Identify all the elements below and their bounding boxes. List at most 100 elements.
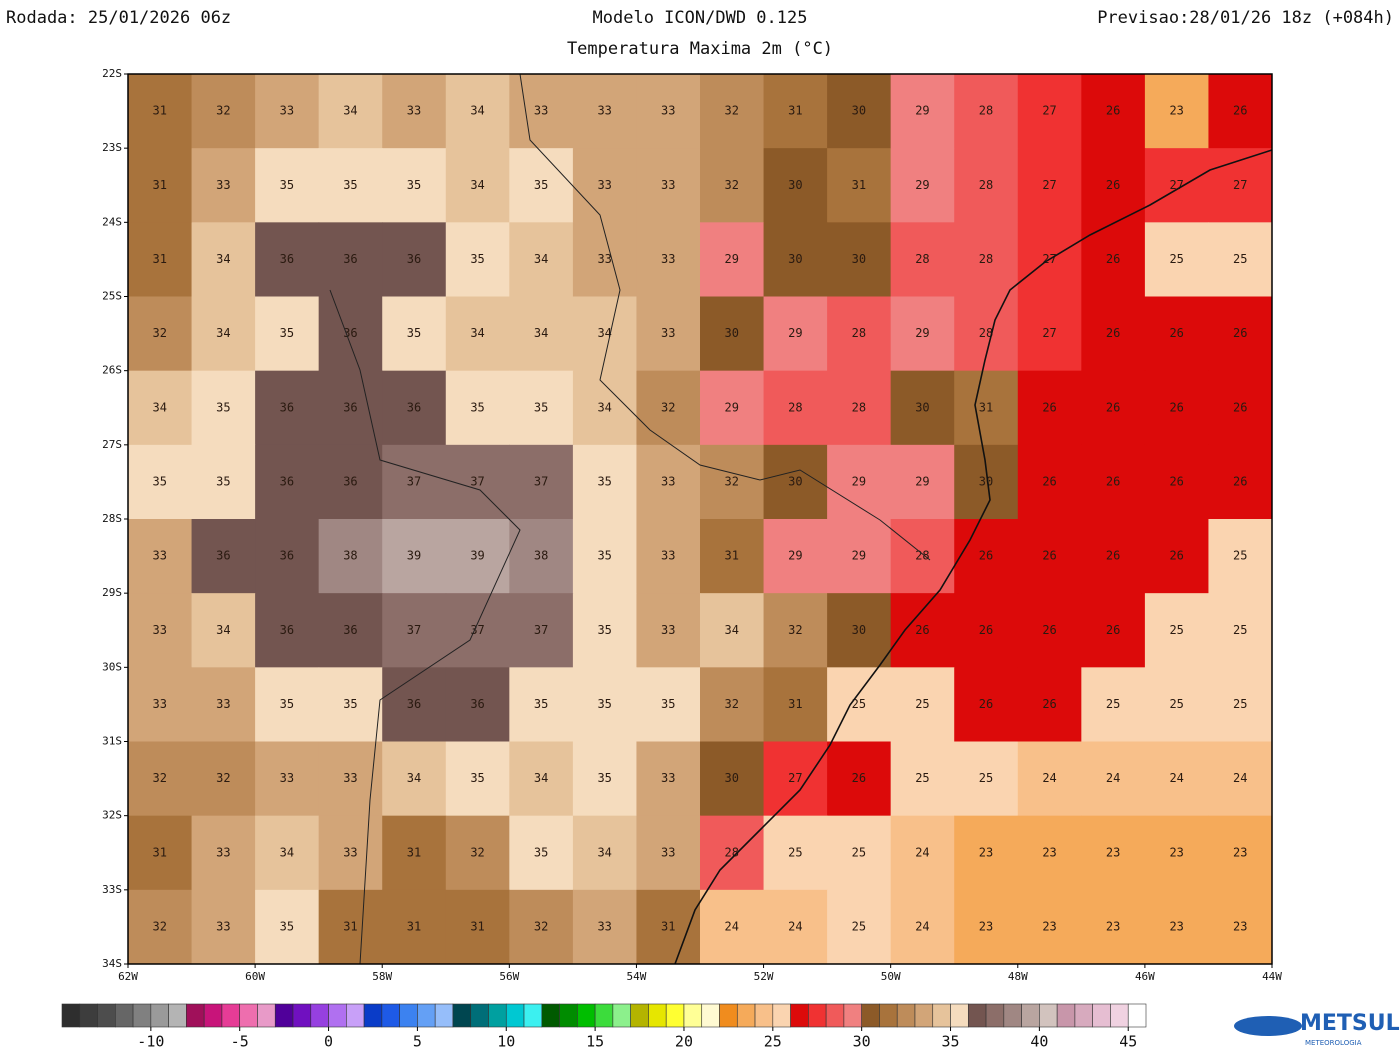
temperature-value: 33	[597, 919, 611, 933]
temperature-cell	[1081, 667, 1146, 742]
temperature-cell	[1017, 815, 1082, 891]
lon-tick-label: 56W	[499, 970, 519, 983]
temperature-value: 33	[280, 104, 294, 118]
temperature-value: 33	[597, 178, 611, 192]
temperature-value: 35	[280, 697, 294, 711]
colorbar-box	[1003, 1003, 1022, 1028]
colorbar-box	[97, 1003, 116, 1028]
temperature-value: 28	[979, 326, 993, 340]
colorbar: -10 -5 0 5 10 15 20 25 30 35 40 45	[61, 1003, 1147, 1051]
temperature-value: 26	[1106, 252, 1120, 266]
temperature-value: 23	[1169, 919, 1183, 933]
temperature-value: 31	[153, 252, 167, 266]
logo-name: METSUL	[1300, 1011, 1400, 1036]
colorbar-tick-label: 20	[675, 1033, 693, 1051]
temperature-cell	[827, 815, 892, 891]
temperature-value: 36	[407, 697, 421, 711]
temperature-value: 34	[725, 623, 739, 637]
temperature-cell	[128, 222, 193, 297]
temperature-value: 32	[470, 845, 484, 859]
temperature-cell	[1144, 222, 1209, 297]
temperature-cell	[827, 519, 892, 594]
temperature-value: 36	[216, 549, 230, 563]
temperature-value: 32	[153, 919, 167, 933]
temperature-value: 35	[534, 845, 548, 859]
temperature-cell	[700, 296, 765, 372]
temperature-value: 23	[1106, 919, 1120, 933]
colorbar-box	[967, 1003, 987, 1028]
temperature-value: 30	[788, 178, 802, 192]
temperature-cell	[382, 444, 447, 520]
temperature-value: 33	[280, 771, 294, 785]
temperature-value: 34	[470, 326, 484, 340]
temperature-cell	[827, 148, 892, 223]
temperature-value: 31	[153, 104, 167, 118]
temperature-cell	[128, 296, 193, 372]
temperature-cell	[191, 444, 256, 520]
temperature-cell	[700, 667, 765, 742]
colorbar-box	[1127, 1003, 1147, 1028]
colorbar-box	[648, 1003, 667, 1028]
temperature-value: 23	[1106, 845, 1120, 859]
temperature-cell	[509, 370, 574, 446]
temperature-value: 35	[597, 549, 611, 563]
temperature-cell	[255, 593, 320, 668]
temperature-value: 25	[1169, 623, 1183, 637]
temperature-cell	[954, 889, 1019, 965]
temperature-value: 35	[343, 697, 357, 711]
temperature-cell	[700, 519, 765, 594]
colorbar-box	[399, 1003, 418, 1028]
temperature-value: 24	[788, 919, 802, 933]
logo-tagline: METEOROLOGIA	[1305, 1039, 1362, 1047]
temperature-value: 31	[788, 104, 802, 118]
temperature-cell	[382, 148, 447, 223]
temperature-value: 24	[1106, 771, 1120, 785]
temperature-cell	[890, 519, 955, 594]
temperature-value: 36	[407, 252, 421, 266]
lon-tick-label: 58W	[372, 970, 392, 983]
lat-tick-label: 23S	[102, 141, 122, 154]
temperature-value: 35	[534, 697, 548, 711]
temperature-cell	[318, 222, 383, 297]
temperature-cell	[636, 222, 701, 297]
temperature-cell	[700, 741, 765, 817]
colorbar-box	[594, 1003, 614, 1028]
temperature-value: 26	[1042, 474, 1056, 488]
temperature-value: 34	[597, 845, 611, 859]
temperature-cell	[572, 444, 637, 520]
temperature-value: 24	[1042, 771, 1056, 785]
temperature-value: 30	[852, 104, 866, 118]
colorbar-box	[381, 1003, 400, 1028]
temperature-cell	[128, 889, 193, 965]
temperature-value: 28	[915, 549, 929, 563]
temperature-value: 28	[852, 326, 866, 340]
temperature-cell	[128, 370, 193, 446]
temperature-cell	[382, 296, 447, 372]
temperature-value: 23	[979, 919, 993, 933]
temperature-cell	[890, 370, 955, 446]
colorbar-box	[790, 1003, 809, 1028]
temperature-cell	[890, 593, 955, 668]
colorbar-box	[310, 1003, 329, 1028]
temperature-cell	[191, 296, 256, 372]
temperature-cell	[1144, 74, 1209, 149]
colorbar-box	[505, 1003, 525, 1028]
temperature-value: 25	[1233, 549, 1247, 563]
temperature-cell	[1017, 667, 1082, 742]
temperature-value: 38	[343, 549, 357, 563]
temperature-cell	[191, 74, 256, 149]
temperature-value: 31	[725, 549, 739, 563]
temperature-cell	[1208, 222, 1273, 297]
temperature-cell	[700, 74, 765, 149]
temperature-value: 32	[661, 400, 675, 414]
temperature-value: 25	[788, 845, 802, 859]
temperature-value: 35	[597, 697, 611, 711]
colorbar-tick-label: 10	[497, 1033, 515, 1051]
temperature-value: 36	[280, 252, 294, 266]
temperature-cell	[318, 889, 383, 965]
temperature-cell	[700, 889, 765, 965]
temperature-cell	[827, 593, 892, 668]
temperature-cell	[318, 370, 383, 446]
temperature-value: 35	[343, 178, 357, 192]
temperature-value: 36	[280, 549, 294, 563]
